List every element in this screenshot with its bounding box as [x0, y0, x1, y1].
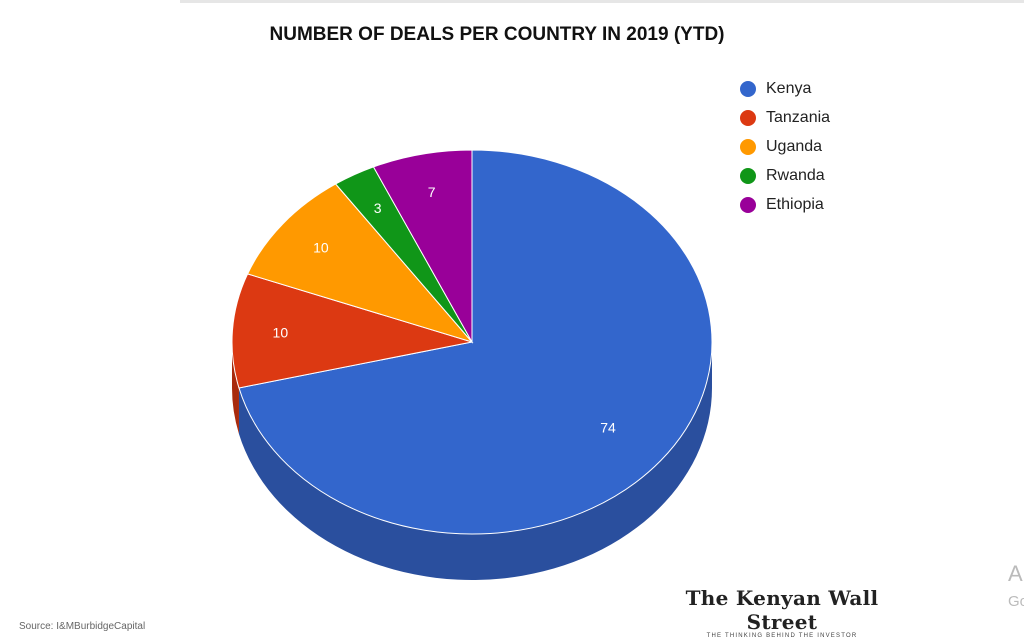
data-label-tanzania: 10	[273, 325, 289, 341]
logo-name: The Kenyan Wall Street	[685, 586, 879, 634]
legend-item-ethiopia[interactable]: Ethiopia	[740, 190, 830, 219]
watermark-line2: Go	[1008, 593, 1024, 610]
data-label-rwanda: 3	[374, 200, 382, 216]
chart-title: NUMBER OF DEALS PER COUNTRY IN 2019 (YTD…	[269, 24, 725, 45]
slice-kenya[interactable]	[238, 149, 713, 535]
slice-uganda[interactable]	[246, 183, 474, 343]
legend-item-uganda[interactable]: Uganda	[740, 132, 830, 161]
legend-label: Kenya	[766, 79, 812, 97]
top-border	[180, 0, 1024, 3]
data-label-ethiopia: 7	[428, 184, 436, 200]
legend-label: Uganda	[766, 137, 823, 155]
slice-tanzania[interactable]	[231, 273, 473, 389]
legend-label: Tanzania	[766, 108, 831, 126]
legend-label: Rwanda	[766, 166, 825, 184]
legend: Kenya Tanzania Uganda Rwanda Ethiopia	[740, 74, 830, 219]
legend-swatch	[740, 196, 756, 213]
os-watermark: A Go	[1008, 560, 1024, 616]
publisher-logo: The Kenyan Wall Street THE THINKING BEHI…	[672, 586, 892, 639]
legend-item-tanzania[interactable]: Tanzania	[740, 103, 830, 132]
data-label-uganda: 10	[313, 239, 329, 255]
legend-swatch	[740, 109, 756, 126]
watermark-line1: A	[1008, 561, 1023, 586]
legend-item-kenya[interactable]: Kenya	[740, 74, 830, 103]
legend-swatch	[740, 138, 756, 155]
logo-tagline: THE THINKING BEHIND THE INVESTOR	[706, 633, 858, 639]
legend-swatch	[740, 167, 756, 184]
legend-item-rwanda[interactable]: Rwanda	[740, 161, 830, 190]
slice-side-kenya	[238, 342, 712, 581]
legend-swatch	[740, 80, 756, 97]
slice-ethiopia[interactable]	[372, 149, 473, 344]
legend-label: Ethiopia	[766, 195, 824, 213]
slice-side-tanzania	[232, 342, 239, 434]
source-note: Source: I&MBurbidgeCapital	[19, 621, 146, 632]
data-label-kenya: 74	[600, 419, 616, 435]
